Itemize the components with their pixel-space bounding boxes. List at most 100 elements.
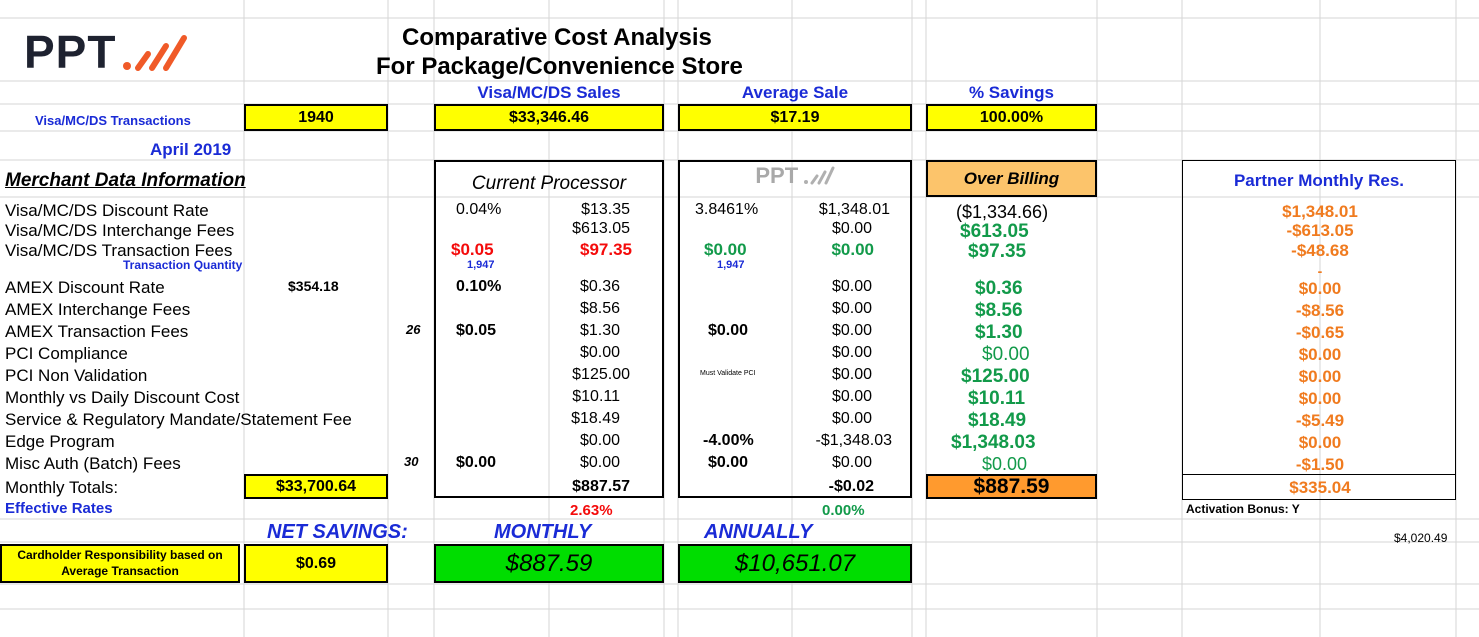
cur-amex-discount: $0.36 bbox=[579, 278, 620, 295]
totals-volume: $33,700.64 bbox=[244, 474, 388, 499]
report-month: April 2019 bbox=[150, 140, 232, 159]
row-label-edge-program: Edge Program bbox=[5, 432, 115, 451]
slash-bars-icon bbox=[803, 166, 835, 185]
title-line-1: Comparative Cost Analysis bbox=[402, 24, 712, 51]
cur-edge-program: $0.00 bbox=[579, 432, 620, 449]
cur-visa-interchange: $613.05 bbox=[572, 220, 630, 237]
ppt-note-pci: Must Validate PCI bbox=[700, 370, 756, 377]
ppt-rate-visa-transaction: $0.00 bbox=[704, 240, 747, 259]
ppt-amex-interchange: $0.00 bbox=[831, 300, 872, 317]
ppt-monthly-vs-daily: $0.00 bbox=[831, 388, 872, 405]
partner-amex-interchange: -$8.56 bbox=[1295, 301, 1345, 320]
slash-bars-icon bbox=[122, 35, 187, 71]
row-label-amex-transaction: AMEX Transaction Fees bbox=[5, 322, 189, 341]
partner-divider bbox=[1182, 474, 1456, 475]
current-processor-panel bbox=[434, 160, 664, 498]
cur-amex-interchange: $8.56 bbox=[579, 300, 620, 317]
over-visa-interchange: $613.05 bbox=[960, 221, 1029, 242]
partner-edge-program: $0.00 bbox=[1298, 433, 1342, 452]
ppt-visa-transaction: $0.00 bbox=[831, 240, 874, 259]
partner-divider-2 bbox=[1182, 499, 1456, 500]
partner-visa-transaction: -$48.68 bbox=[1291, 241, 1349, 260]
cardholder-label-box bbox=[0, 544, 240, 583]
partner-title: Partner Monthly Res. bbox=[1233, 171, 1405, 190]
ppt-rate-amex-transaction: $0.00 bbox=[708, 322, 749, 339]
annually-label: ANNUALLY bbox=[704, 521, 813, 543]
savings-percent-value: 100.00% bbox=[926, 104, 1097, 131]
row-label-visa-interchange: Visa/MC/DS Interchange Fees bbox=[5, 221, 235, 240]
transaction-quantity-current: 1,947 bbox=[467, 259, 495, 271]
current-processor-title: Current Processor bbox=[471, 173, 627, 194]
totals-label: Monthly Totals: bbox=[5, 478, 119, 497]
title-line-2: For Package/Convenience Store bbox=[376, 53, 743, 80]
over-pci-non-validation: $125.00 bbox=[961, 366, 1030, 387]
row-label-pci-non-validation: PCI Non Validation bbox=[5, 366, 148, 385]
partner-amex-discount: $0.00 bbox=[1298, 279, 1342, 298]
totals-ppt: -$0.02 bbox=[828, 478, 874, 495]
effective-rates-label: Effective Rates bbox=[5, 500, 113, 517]
partner-total: $335.04 bbox=[1289, 478, 1351, 497]
ppt-rate-edge-program: -4.00% bbox=[703, 432, 754, 449]
ppt-misc-auth: $0.00 bbox=[831, 454, 872, 471]
logo-text: PPT bbox=[24, 26, 117, 78]
ppt-logo: PPT bbox=[24, 28, 191, 75]
cur-visa-transaction: $97.35 bbox=[580, 240, 632, 259]
row-label-misc-auth: Misc Auth (Batch) Fees bbox=[5, 454, 181, 473]
partner-service-regulatory: -$5.49 bbox=[1295, 411, 1345, 430]
ppt-rate-misc-auth: $0.00 bbox=[708, 454, 749, 471]
over-billing-total: $887.59 bbox=[926, 474, 1097, 499]
over-pci-compliance: $0.00 bbox=[982, 344, 1030, 365]
over-service-regulatory: $18.49 bbox=[968, 410, 1027, 431]
partner-pci-compliance: $0.00 bbox=[1298, 345, 1342, 364]
cardholder-line-2: Average Transaction bbox=[61, 564, 179, 578]
monthly-label: MONTHLY bbox=[494, 521, 592, 543]
header-average: Average Sale bbox=[741, 83, 849, 102]
ppt-amex-discount: $0.00 bbox=[831, 278, 872, 295]
ppt-service-regulatory: $0.00 bbox=[831, 410, 872, 427]
ppt-panel bbox=[678, 160, 912, 498]
transaction-quantity-label: Transaction Quantity bbox=[123, 258, 243, 272]
ppt-panel-logo: PPT bbox=[680, 165, 910, 187]
cur-misc-auth: $0.00 bbox=[579, 454, 620, 471]
over-amex-transaction: $1.30 bbox=[975, 322, 1023, 343]
header-savings: % Savings bbox=[968, 83, 1055, 102]
cardholder-value: $0.69 bbox=[244, 544, 388, 583]
row-label-visa-transaction: Visa/MC/DS Transaction Fees bbox=[5, 241, 233, 260]
row-label-service-regulatory: Service & Regulatory Mandate/Statement F… bbox=[5, 410, 352, 429]
ppt-edge-program: -$1,348.03 bbox=[815, 432, 892, 449]
cur-rate-visa-transaction: $0.05 bbox=[451, 240, 494, 259]
cur-rate-visa-discount: 0.04% bbox=[456, 201, 502, 218]
amex-volume: $354.18 bbox=[288, 278, 339, 294]
over-billing-header: Over Billing bbox=[926, 160, 1097, 197]
average-sale-value: $17.19 bbox=[678, 104, 912, 131]
cardholder-line-1: Cardholder Responsibility based on bbox=[17, 548, 223, 562]
header-sales: Visa/MC/DS Sales bbox=[477, 83, 621, 102]
effective-rate-ppt: 0.00% bbox=[822, 502, 865, 519]
over-amex-discount: $0.36 bbox=[975, 278, 1023, 299]
cur-monthly-vs-daily: $10.11 bbox=[572, 388, 620, 405]
partner-amex-transaction: -$0.65 bbox=[1295, 323, 1345, 342]
ppt-rate-visa-discount: 3.8461% bbox=[695, 201, 759, 218]
ppt-pci-compliance: $0.00 bbox=[831, 344, 872, 361]
section-title: Merchant Data Information bbox=[5, 170, 246, 191]
partner-monthly-vs-daily: $0.00 bbox=[1298, 389, 1342, 408]
over-monthly-vs-daily: $10.11 bbox=[968, 388, 1026, 409]
cur-pci-non-validation: $125.00 bbox=[572, 366, 630, 383]
partner-misc-auth: -$1.50 bbox=[1295, 455, 1345, 474]
partner-visa-discount: $1,348.01 bbox=[1282, 202, 1358, 221]
cur-rate-amex-discount: 0.10% bbox=[456, 278, 502, 295]
row-label-visa-discount: Visa/MC/DS Discount Rate bbox=[5, 201, 209, 220]
over-amex-interchange: $8.56 bbox=[975, 300, 1023, 321]
transactions-count: 1940 bbox=[244, 104, 388, 131]
cur-pci-compliance: $0.00 bbox=[579, 344, 620, 361]
ppt-visa-discount: $1,348.01 bbox=[818, 201, 890, 218]
effective-rate-current: 2.63% bbox=[570, 502, 613, 519]
over-edge-program: $1,348.03 bbox=[951, 432, 1036, 453]
totals-current: $887.57 bbox=[572, 478, 630, 495]
row-label-amex-discount: AMEX Discount Rate bbox=[5, 278, 165, 297]
cur-visa-discount: $13.35 bbox=[581, 201, 630, 218]
over-visa-transaction: $97.35 bbox=[968, 241, 1027, 262]
row-label-pci-compliance: PCI Compliance bbox=[5, 344, 128, 363]
net-monthly-value: $887.59 bbox=[434, 544, 664, 583]
net-annual-value: $10,651.07 bbox=[678, 544, 912, 583]
